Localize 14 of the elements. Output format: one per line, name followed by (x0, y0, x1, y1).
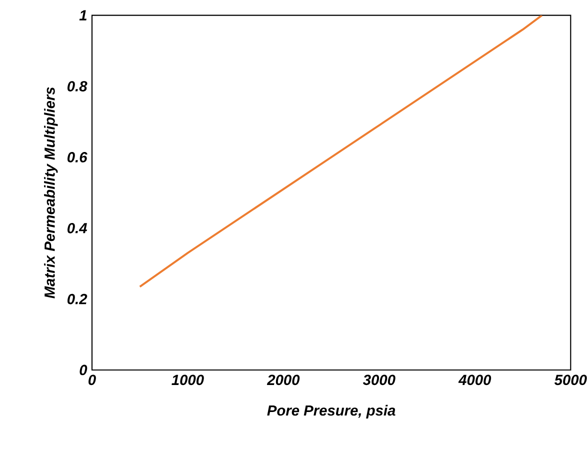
y-tick-label: 0.4 (68, 222, 88, 234)
x-tick-label: 3000 (362, 374, 396, 386)
y-tick-label: 0 (80, 364, 88, 376)
y-axis-title: Matrix Permeability Multipliers (44, 87, 58, 298)
y-tick-label: 0.2 (68, 294, 88, 304)
y-tick-label: 0.6 (68, 152, 88, 162)
y-tick-label: 0.8 (68, 81, 88, 92)
x-tick-label: 4000 (458, 374, 492, 386)
x-tick-label: 2000 (266, 374, 300, 386)
x-tick-label: 1000 (172, 374, 204, 386)
x-axis-title: Pore Presure, psia (267, 404, 396, 419)
y-tick-label: 1 (79, 10, 86, 20)
x-tick-label: 5000 (554, 374, 587, 386)
x-tick-label: 0 (88, 374, 96, 386)
